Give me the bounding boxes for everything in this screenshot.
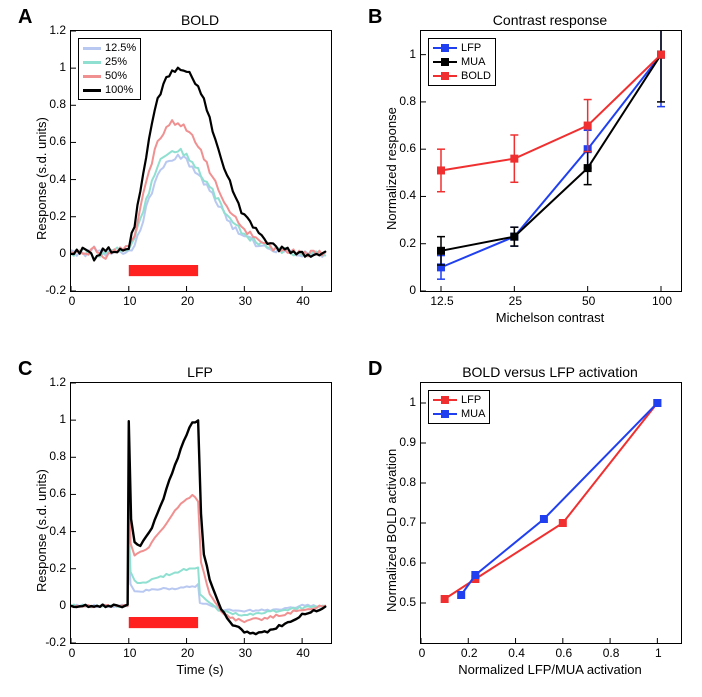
y-tick-label: 0	[36, 246, 66, 260]
y-tick-label: 1.2	[36, 23, 66, 37]
y-tick-label: 0.6	[36, 486, 66, 500]
legend-item: LFP	[433, 41, 491, 55]
x-tick-label: 12.5	[424, 294, 460, 308]
legend-item: LFP	[433, 393, 485, 407]
panel-c-title: LFP	[70, 364, 330, 380]
panel-c: LFP Response (s.d. units) Time (s) 01020…	[70, 382, 330, 642]
y-tick-label: 0.6	[386, 141, 416, 155]
panel-c-xlabel: Time (s)	[70, 662, 330, 677]
legend-item: MUA	[433, 55, 491, 69]
panel-c-letter: C	[18, 358, 32, 381]
x-tick-label: 40	[291, 646, 315, 660]
legend-item: 50%	[83, 69, 136, 83]
x-tick-label: 25	[497, 294, 533, 308]
x-tick-label: 50	[571, 294, 607, 308]
x-tick-label: 10	[118, 646, 142, 660]
panel-b-legend: LFPMUABOLD	[428, 38, 496, 86]
x-tick-label: 30	[233, 646, 257, 660]
figure-root: A BOLD Response (s.d. units) 12.5%25%50%…	[0, 0, 702, 697]
y-tick-label: 0	[386, 283, 416, 297]
panel-a-legend: 12.5%25%50%100%	[78, 38, 141, 100]
y-tick-label: 0.2	[386, 236, 416, 250]
x-tick-label: 100	[644, 294, 680, 308]
panel-d-xlabel: Normalized LFP/MUA activation	[420, 662, 680, 677]
x-tick-label: 0	[410, 646, 434, 660]
panel-d-letter: D	[368, 358, 382, 381]
y-tick-label: 0.4	[386, 188, 416, 202]
y-tick-label: 0.8	[386, 94, 416, 108]
x-tick-label: 10	[118, 294, 142, 308]
panel-b-xlabel: Michelson contrast	[420, 310, 680, 325]
panel-d-legend: LFPMUA	[428, 390, 490, 424]
y-tick-label: 0.8	[386, 475, 416, 489]
y-tick-label: 0.7	[386, 515, 416, 529]
y-tick-label: 0.8	[36, 97, 66, 111]
y-tick-label: -0.2	[36, 283, 66, 297]
legend-item: MUA	[433, 407, 485, 421]
y-tick-label: 0.2	[36, 561, 66, 575]
y-tick-label: 1	[386, 395, 416, 409]
x-tick-label: 0.8	[599, 646, 623, 660]
panel-d: BOLD versus LFP activation Normalized BO…	[420, 382, 680, 642]
panel-d-title: BOLD versus LFP activation	[420, 364, 680, 380]
x-tick-label: 0.6	[552, 646, 576, 660]
x-tick-label: 0.2	[457, 646, 481, 660]
legend-item: BOLD	[433, 69, 491, 83]
panel-b: Contrast response Normalized response Mi…	[420, 30, 680, 290]
y-tick-label: 0.2	[36, 209, 66, 223]
panel-a-letter: A	[18, 6, 32, 29]
x-tick-label: 20	[176, 294, 200, 308]
y-tick-label: 1	[386, 47, 416, 61]
x-tick-label: 1	[646, 646, 670, 660]
legend-item: 25%	[83, 55, 136, 69]
y-tick-label: 0	[36, 598, 66, 612]
legend-item: 100%	[83, 83, 136, 97]
panel-c-svg	[71, 383, 331, 643]
y-tick-label: 0.6	[36, 134, 66, 148]
y-tick-label: 0.4	[36, 172, 66, 186]
y-tick-label: 1	[36, 412, 66, 426]
y-tick-label: 0.9	[386, 435, 416, 449]
y-tick-label: -0.2	[36, 635, 66, 649]
y-tick-label: 0.6	[386, 555, 416, 569]
panel-c-plot	[70, 382, 332, 644]
panel-b-letter: B	[368, 6, 382, 29]
x-tick-label: 0.4	[505, 646, 529, 660]
y-tick-label: 0.8	[36, 449, 66, 463]
x-tick-label: 20	[176, 646, 200, 660]
legend-item: 12.5%	[83, 41, 136, 55]
x-tick-label: 30	[233, 294, 257, 308]
y-tick-label: 0.4	[36, 524, 66, 538]
y-tick-label: 0.5	[386, 595, 416, 609]
panel-a-title: BOLD	[70, 12, 330, 28]
panel-b-title: Contrast response	[420, 12, 680, 28]
x-tick-label: 40	[291, 294, 315, 308]
panel-d-ylabel: Normalized BOLD activation	[384, 449, 399, 612]
y-tick-label: 1.2	[36, 375, 66, 389]
panel-b-ylabel: Normalized response	[384, 107, 399, 230]
y-tick-label: 1	[36, 60, 66, 74]
panel-a: BOLD Response (s.d. units) 12.5%25%50%10…	[70, 30, 330, 290]
